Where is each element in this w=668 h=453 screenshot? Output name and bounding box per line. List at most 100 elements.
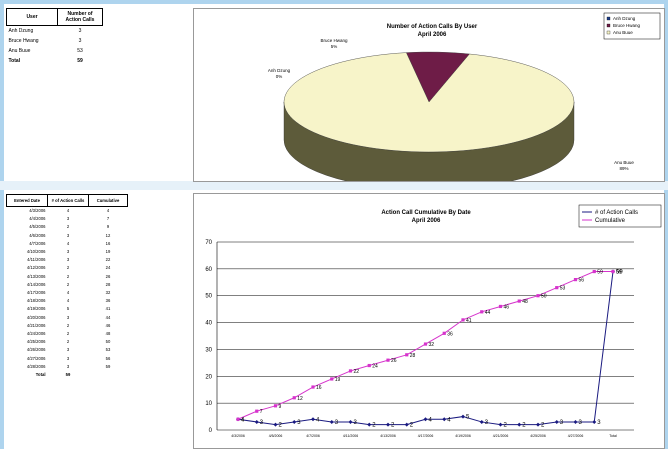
data-label: 4 [447, 417, 451, 423]
y-tick-label: 10 [205, 401, 212, 407]
cumulative-cell: 19 [105, 249, 111, 255]
data-point [292, 396, 296, 400]
data-point [461, 414, 465, 419]
line-title: Action Call Cumulative By Date [381, 210, 471, 216]
data-label: 3 [597, 420, 601, 426]
table-row: 4/14/2006 2 28 [7, 281, 128, 289]
table-row: 4/21/2006 2 46 [7, 322, 128, 330]
calls-cell: 3 [78, 38, 82, 44]
date-cell: 4/28/2006 [26, 363, 46, 369]
x-tick-label: 4/7/2006 [306, 434, 320, 438]
data-point [423, 342, 428, 346]
pie-slice [283, 52, 575, 153]
line-legend: # of Action Calls Cumulative [578, 204, 662, 228]
data-label: 53 [560, 286, 566, 292]
legend-swatch [606, 16, 611, 21]
data-point [573, 278, 578, 282]
data-point [367, 363, 371, 368]
cumulative-cell: 9 [106, 224, 110, 230]
legend-swatch [606, 30, 611, 35]
x-tick-label: 4/27/2006 [568, 434, 584, 438]
x-tick-label: 4/13/2006 [380, 434, 396, 438]
y-tick-label: 20 [205, 374, 212, 380]
legend-label: # of Action Calls [595, 210, 638, 216]
data-point [611, 269, 615, 274]
data-point [311, 417, 315, 422]
empty-cell [89, 371, 128, 379]
calls-cell: 2 [66, 339, 70, 345]
data-point [254, 419, 259, 424]
data-label: 32 [429, 342, 435, 348]
date-cell: 4/12/2006 [26, 265, 46, 271]
calls-cell: 2 [66, 331, 70, 337]
calls-cell: 3 [78, 28, 82, 34]
data-label: 4 [241, 417, 244, 423]
data-label: 3 [354, 420, 358, 426]
frame-top [0, 0, 668, 4]
table-row: 4/25/2006 2 50 [7, 338, 128, 346]
pie-subtitle: April 2006 [418, 32, 447, 38]
table-row: 4/12/2006 2 24 [7, 264, 128, 272]
data-label: 3 [260, 420, 264, 426]
data-label: 48 [522, 299, 528, 305]
date-cell: 4/4/2006 [29, 216, 46, 222]
calls-cell: 5 [66, 306, 70, 312]
data-point [442, 331, 446, 335]
data-label: 59 [597, 270, 603, 276]
cumulative-cell: 24 [105, 265, 111, 271]
calls-cell: 4 [66, 290, 70, 296]
line-chart-panel: Action Call Cumulative By Date April 200… [193, 193, 665, 449]
data-point [348, 419, 353, 424]
data-label: 2 [522, 423, 526, 429]
cumulative-cell: 48 [105, 331, 111, 337]
table-row: 4/10/2006 3 19 [7, 248, 128, 256]
data-label: 22 [354, 369, 360, 375]
data-point [461, 318, 465, 322]
y-tick-label: 0 [209, 428, 213, 434]
data-point [311, 385, 315, 389]
user-col-header: User [6, 8, 58, 26]
data-point [573, 419, 578, 424]
frame-left [0, 0, 4, 449]
pie-legend: Anh Dzung Bruce Hwang Anu Buue [603, 12, 661, 40]
calls-cell: 3 [66, 249, 70, 255]
data-label: 2 [372, 423, 376, 429]
x-tick-label: Total [609, 434, 617, 438]
date-cell: 4/27/2006 [26, 355, 46, 361]
total-label: Total [8, 58, 21, 64]
data-point [498, 304, 503, 309]
data-point [404, 422, 409, 427]
cumulative-cell: 16 [105, 240, 111, 246]
pie-percent-label: 0% [276, 74, 283, 79]
data-label: 4 [316, 417, 320, 423]
data-point [555, 286, 559, 290]
date-cell: 4/10/2006 [26, 249, 46, 255]
data-point [348, 369, 353, 373]
legend-label: Cumulative [595, 218, 626, 224]
cumulative-cell: 44 [105, 314, 111, 320]
line-chart: Action Call Cumulative By Date April 200… [205, 204, 662, 438]
data-label: 41 [466, 318, 472, 324]
cumulative-cell: 4 [106, 208, 110, 213]
total-row: Total 59 [7, 56, 103, 66]
x-tick-label: 4/3/2006 [231, 434, 245, 438]
section-divider [0, 181, 668, 190]
data-point [536, 422, 540, 427]
legend-label: Anu Buue [613, 30, 633, 35]
table-row: 4/27/2006 3 56 [7, 355, 128, 363]
table-row: 4/7/2006 4 16 [7, 240, 128, 248]
table-row: 4/20/2006 3 44 [7, 314, 128, 322]
y-tick-label: 70 [205, 240, 212, 246]
table-row: Bruce Hwang 3 [7, 36, 103, 46]
series-line [237, 271, 614, 426]
table-row: 4/17/2006 4 32 [7, 289, 128, 297]
data-label: 2 [541, 423, 545, 429]
data-point [517, 299, 521, 303]
table-row: 4/11/2006 3 22 [7, 256, 128, 264]
data-point [423, 417, 428, 422]
x-tick-label: 4/11/2006 [343, 434, 358, 438]
date-cell: 4/21/2006 [26, 322, 46, 328]
table-row: 4/19/2006 5 41 [7, 305, 128, 313]
data-label: 16 [316, 385, 322, 391]
date-cell: 4/11/2006 [27, 257, 46, 263]
